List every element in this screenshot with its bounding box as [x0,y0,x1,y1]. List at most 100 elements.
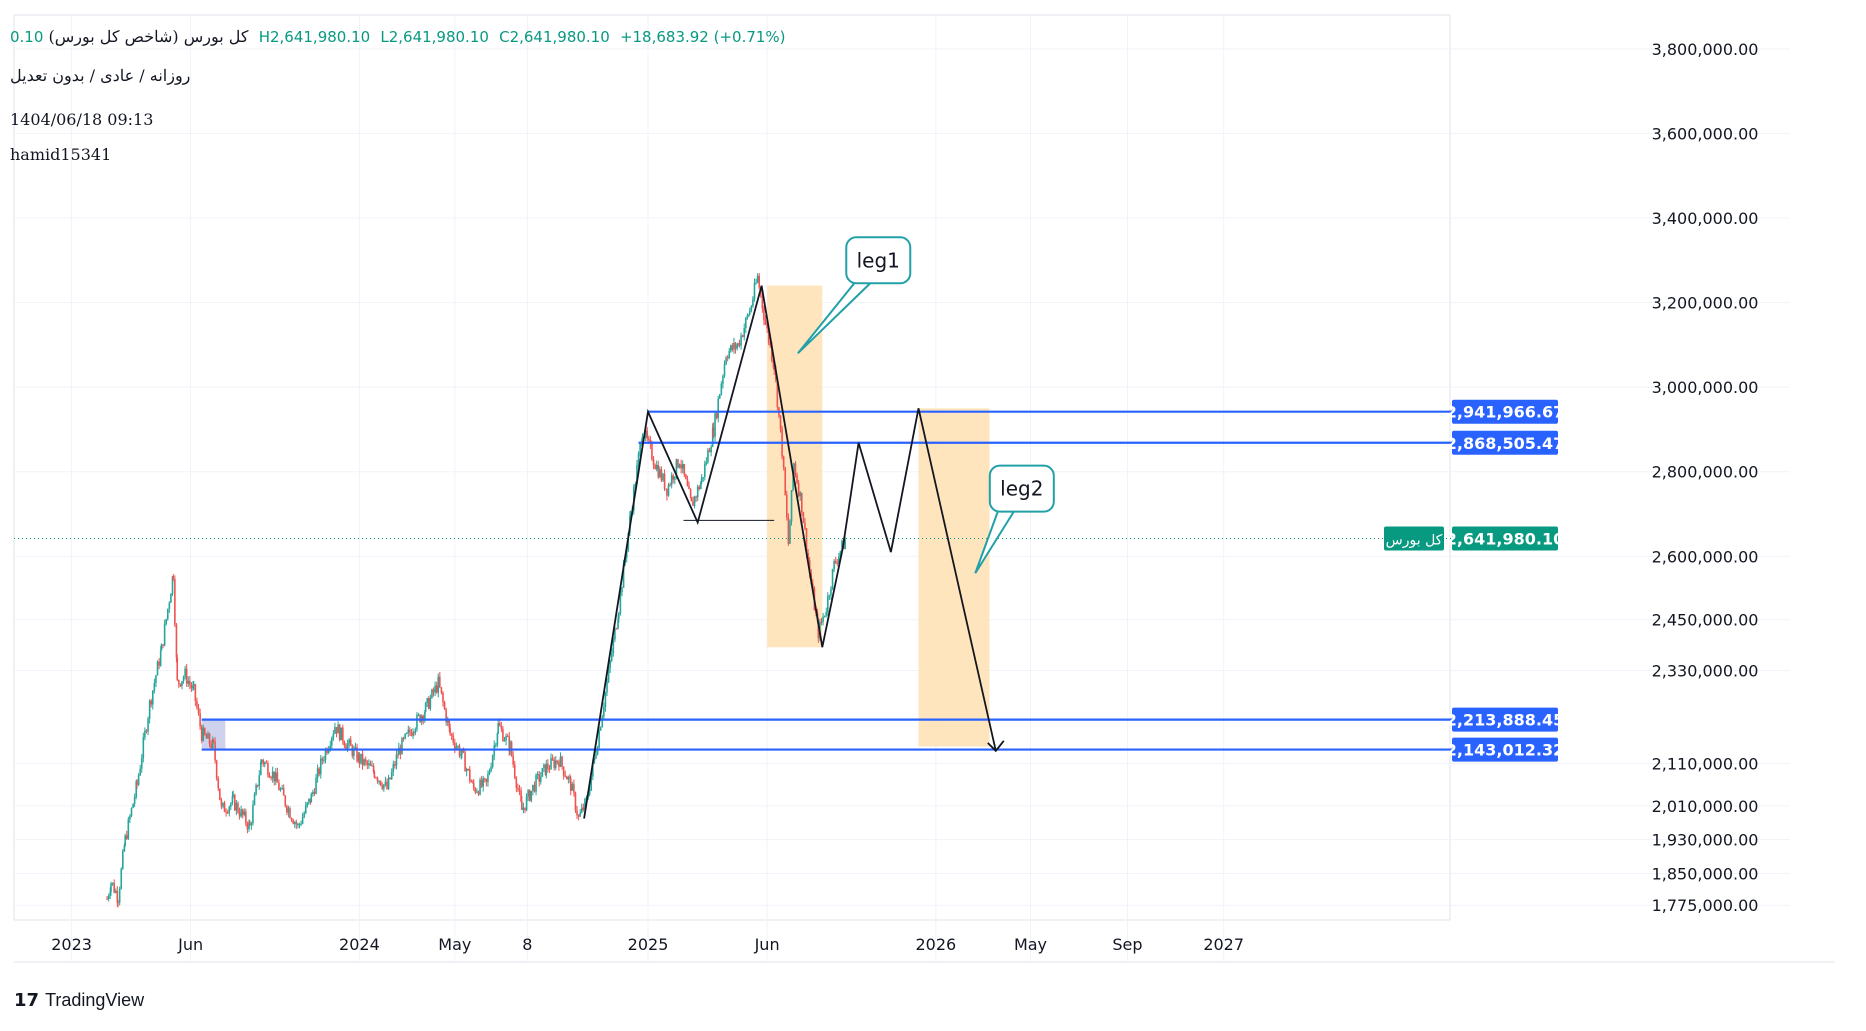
candle-body [730,345,732,352]
level-price-tag[interactable] [1452,737,1558,762]
candle-body [655,464,658,470]
candle-body [831,568,834,589]
candle-body [324,749,327,761]
candle-body [610,653,613,661]
candle-body [332,733,335,738]
candle-body [833,560,835,569]
candle-body [199,713,201,727]
candle-body [150,700,153,705]
candle-body [571,784,574,791]
candle-body [659,469,661,478]
candle-body [528,790,531,801]
candle-body [271,771,274,779]
highlight-zone[interactable] [201,719,226,750]
candle-body [625,549,628,558]
y-tick-label: 2,600,000.00 [1652,547,1759,566]
candle-body [771,345,773,361]
candle-body [228,806,231,813]
candle-body [226,812,229,814]
current-price-tag[interactable] [1452,526,1558,551]
candle-body [722,375,724,384]
candle-body [592,762,594,777]
level-price-tag[interactable] [1452,430,1558,455]
y-tick-label: 1,850,000.00 [1652,864,1759,883]
level-price-tag[interactable] [1452,399,1558,424]
candle-body [371,765,373,767]
candle-body [270,777,272,779]
candle-body [580,807,583,813]
candle-body [802,512,805,523]
candle-body [609,660,611,669]
candle-body [767,328,770,343]
candle-body [496,733,499,745]
candle-body [335,727,338,734]
tradingview-branding[interactable]: 17 TradingView [14,990,144,1011]
candle-body [290,818,293,821]
candle-body [356,747,358,762]
candle-body [240,809,242,817]
candle-body [316,768,319,778]
candle-body [337,724,339,734]
candle-body [346,743,349,749]
symbol-ohlc-line: کل بورس (شاخص کل بورس) 0.10 H2,641,980.1… [10,27,786,46]
wave-projection-path[interactable] [583,285,997,819]
candle-body [776,379,779,408]
candle-body [672,475,675,480]
candle-body [192,685,194,689]
candle-body [654,464,656,470]
candle-body [222,802,224,807]
candle-body [144,730,146,738]
candle-body [839,551,842,557]
candle-body [303,813,305,818]
y-tick-label: 2,330,000.00 [1652,661,1759,680]
candle-body [147,718,149,732]
candle-body [429,697,432,709]
candle-body [178,679,180,684]
candle-body [491,755,494,768]
candle-body [593,757,596,763]
candle-body [343,741,346,746]
candle-body [521,801,523,810]
callout-box[interactable] [845,236,912,285]
candle-body [476,791,478,793]
candle-body [140,758,143,769]
candle-body [488,771,491,775]
candle-body [565,776,568,780]
candle-body [207,733,209,739]
candle-body [159,650,162,666]
candle-body [120,868,123,889]
candle-body [162,644,164,646]
candle-body [652,459,655,465]
candle-body [321,758,324,761]
candle-body [248,822,250,830]
candle-body [255,784,257,795]
x-tick-label: Jun [754,935,780,954]
candle-body [607,668,610,682]
symbol-name-tag[interactable] [1384,526,1444,551]
candle-body [248,822,251,826]
candle-body [836,562,839,564]
candle-body [384,781,387,785]
candle-body [117,901,119,903]
candle-body [646,430,649,439]
callout-box[interactable] [988,464,1055,513]
candle-body [366,761,369,766]
candle-body [165,618,167,625]
candle-body [522,807,525,810]
symbol-name[interactable]: کل بورس (شاخص کل بورس) [48,27,249,46]
candle-body [700,477,703,483]
x-tick-label: 2023 [51,935,92,954]
candle-body [796,475,798,484]
candle-body [252,805,254,824]
candle-body [601,716,604,728]
candle-body [232,794,235,797]
candle-body [606,681,608,693]
candle-body [426,698,429,703]
candle-body [799,492,802,497]
candle-body [301,817,304,824]
candle-body [174,579,176,625]
level-price-tag[interactable] [1452,707,1558,732]
candle-body [548,768,551,770]
